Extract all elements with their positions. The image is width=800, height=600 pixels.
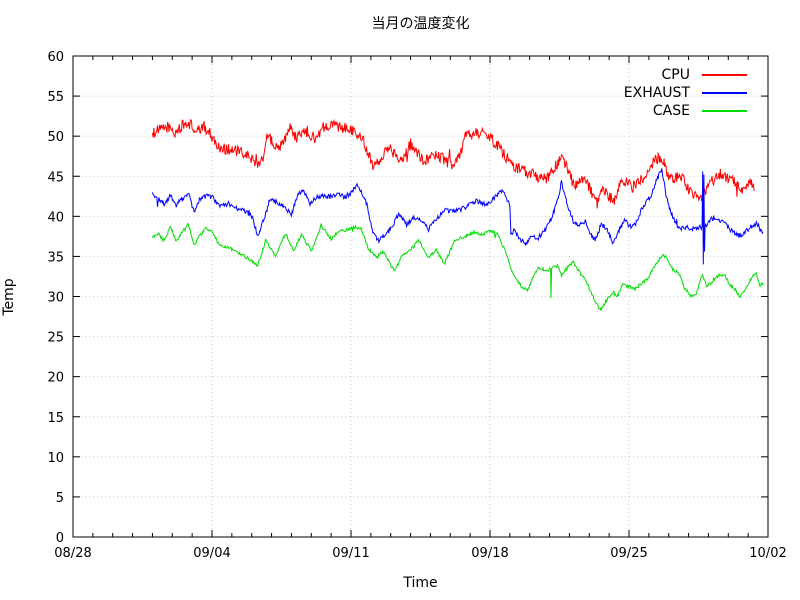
legend-item-exhaust: EXHAUST — [624, 84, 747, 102]
y-tick-label: 50 — [47, 130, 64, 145]
legend-line-sample-cpu — [702, 74, 747, 76]
series-line-cpu — [151, 118, 755, 209]
y-tick-label: 60 — [47, 50, 64, 65]
x-tick-label: 09/18 — [471, 546, 508, 561]
legend-label-exhaust: EXHAUST — [623, 85, 690, 101]
y-tick-label: 25 — [47, 331, 64, 346]
y-axis-label: Temp — [1, 278, 17, 316]
series-line-case — [151, 223, 764, 311]
x-tick-label: 08/28 — [54, 546, 91, 561]
legend-line-sample-exhaust — [702, 92, 747, 94]
y-tick-label: 20 — [47, 371, 64, 386]
chart-title: 当月の温度変化 — [371, 16, 470, 32]
y-tick-label: 10 — [47, 451, 64, 466]
legend-line-sample-case — [702, 110, 747, 112]
x-tick-label: 09/04 — [193, 546, 230, 561]
y-tick-label: 40 — [47, 210, 64, 225]
legend-label-cpu: CPU — [661, 67, 690, 83]
y-tick-label: 45 — [47, 170, 64, 185]
y-tick-label: 0 — [56, 531, 64, 546]
legend-label-case: CASE — [652, 103, 690, 119]
y-tick-label: 5 — [56, 491, 64, 506]
x-tick-label: 09/11 — [332, 546, 369, 561]
legend: CPU EXHAUST CASE — [624, 66, 747, 120]
x-tick-label: 10/02 — [749, 546, 786, 561]
y-tick-label: 35 — [47, 250, 64, 265]
legend-item-cpu: CPU — [624, 66, 747, 84]
legend-item-case: CASE — [624, 102, 747, 120]
y-tick-label: 30 — [47, 291, 64, 306]
series-line-exhaust — [151, 168, 764, 265]
y-tick-label: 55 — [47, 90, 64, 105]
x-axis-label: Time — [403, 575, 438, 591]
y-tick-label: 15 — [47, 411, 64, 426]
x-tick-label: 09/25 — [610, 546, 647, 561]
